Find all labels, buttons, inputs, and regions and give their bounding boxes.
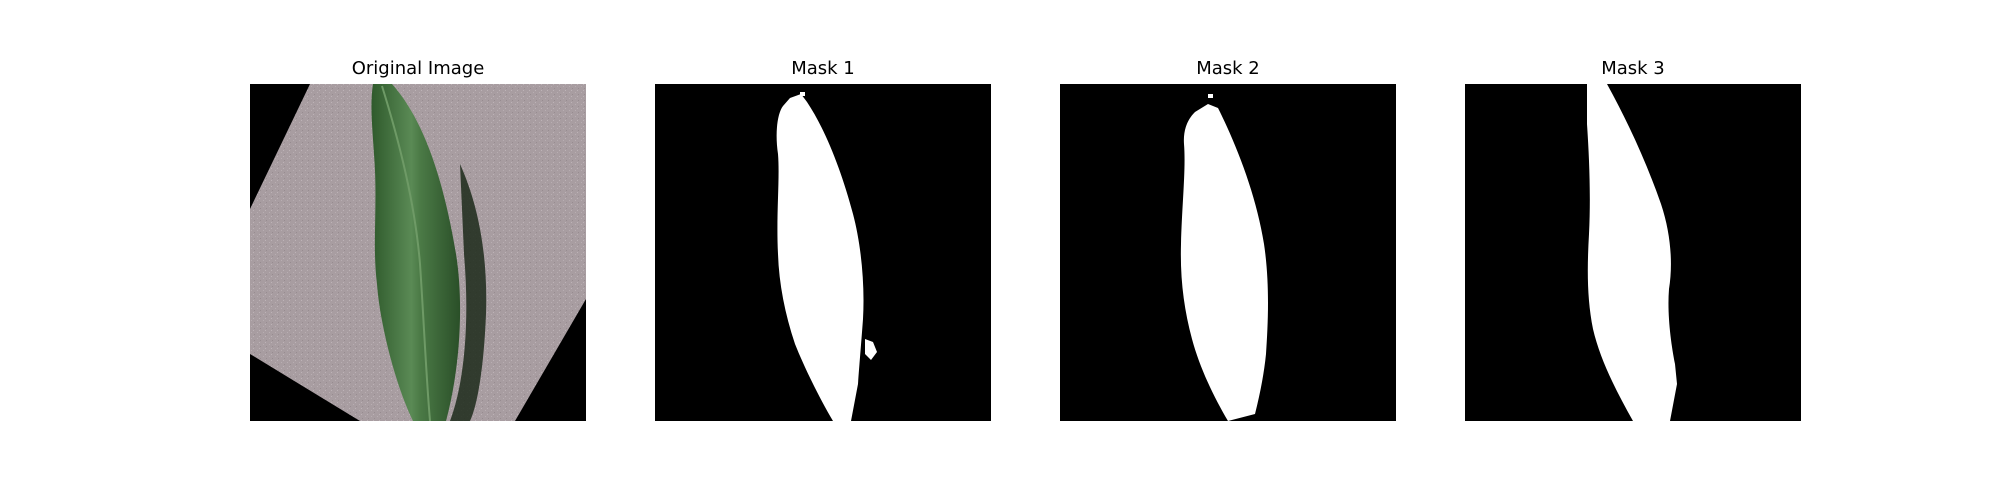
panel-mask-3: Mask 3 xyxy=(1465,0,1801,500)
mask-3-image xyxy=(1465,84,1801,421)
mask-1-image xyxy=(655,84,991,421)
mask-speck xyxy=(1208,94,1213,98)
leaf-midrib xyxy=(381,85,431,421)
panel-title: Original Image xyxy=(351,58,485,79)
panel-mask-2: Mask 2 xyxy=(1060,0,1396,500)
original-leaf-photo xyxy=(250,84,586,421)
leaf xyxy=(371,84,461,421)
panel-title: Mask 3 xyxy=(1601,58,1665,79)
panel-original-image: Original Image xyxy=(250,0,586,500)
panel-title: Mask 2 xyxy=(1196,58,1260,79)
panel-mask-1: Mask 1 xyxy=(655,0,991,500)
mask-foreground xyxy=(776,94,864,421)
mask-speck xyxy=(800,92,805,96)
mask-foreground xyxy=(1180,104,1268,421)
mask-fragment xyxy=(865,339,877,360)
mask-2-image xyxy=(1060,84,1396,421)
leaf-shadow xyxy=(450,164,487,421)
panel-title: Mask 1 xyxy=(791,58,855,79)
mask-foreground xyxy=(1587,84,1677,421)
